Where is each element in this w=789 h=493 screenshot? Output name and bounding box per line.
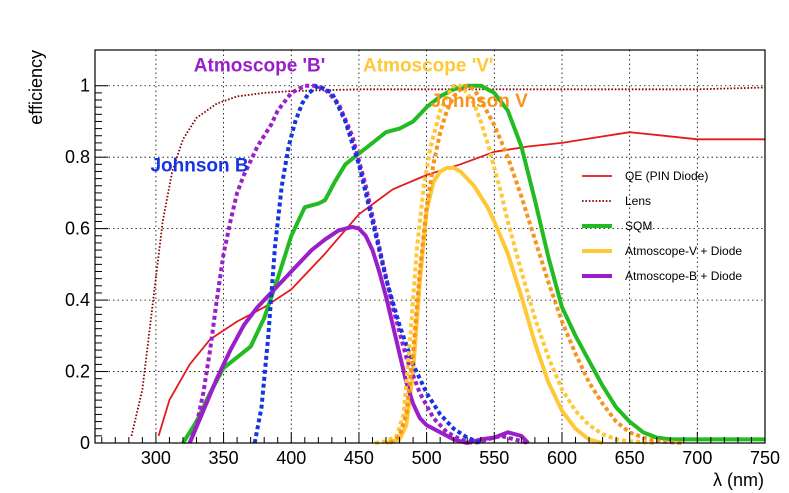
y-tick-label: 1 — [80, 76, 90, 96]
axis-tick-labels: 300 350 400 450 500 550 600 650 700 750 0 0.2 0.4 0.6… — [65, 76, 780, 468]
legend-label: Lens — [625, 194, 651, 208]
x-tick-label: 500 — [412, 448, 442, 468]
series-atmoscope-v — [374, 83, 657, 445]
legend-label: Atmoscope-B + Diode — [625, 269, 742, 283]
x-tick-label: 550 — [479, 448, 509, 468]
y-tick-label: 0.2 — [65, 362, 90, 382]
series-layer — [130, 83, 766, 445]
x-tick-label: 750 — [750, 448, 780, 468]
axis-ticks — [95, 85, 766, 444]
y-axis-title: efficiency — [26, 50, 46, 125]
x-tick-label: 650 — [615, 448, 645, 468]
legend-label: SQM — [625, 219, 652, 233]
annotation-johnson-v: Johnson V — [431, 91, 528, 112]
y-tick-label: 0 — [80, 433, 90, 453]
series-johnson-v — [388, 83, 684, 445]
annotation-atmoscope-b: Atmoscope 'B' — [194, 55, 326, 76]
legend-label: Atmoscope-V + Diode — [625, 244, 742, 258]
legend-label: QE (PIN Diode) — [625, 169, 708, 183]
x-tick-label: 450 — [344, 448, 374, 468]
y-tick-label: 0.4 — [65, 290, 90, 310]
annotation-johnson-b: Johnson B — [150, 155, 248, 176]
x-tick-label: 600 — [547, 448, 577, 468]
series-qe-pin-diode — [157, 131, 765, 437]
y-tick-label: 0.8 — [65, 147, 90, 167]
annotation-atmoscope-v: Atmoscope 'V' — [363, 55, 493, 76]
x-tick-label: 300 — [141, 448, 171, 468]
plot-frame — [94, 49, 766, 444]
series-johnson-b — [252, 83, 482, 445]
y-tick-label: 0.6 — [65, 219, 90, 239]
legend: QE (PIN Diode) Lens SQM Atmoscope-V + Diode… — [582, 169, 742, 283]
x-tick-label: 350 — [209, 448, 239, 468]
curve-annotations: Atmoscope 'B' Johnson B Atmoscope 'V' Johns… — [150, 55, 528, 176]
series-atmoscope-v-diode — [385, 165, 604, 445]
x-tick-label: 700 — [682, 448, 712, 468]
x-axis-title: λ (nm) — [713, 470, 764, 490]
x-tick-label: 400 — [276, 448, 306, 468]
